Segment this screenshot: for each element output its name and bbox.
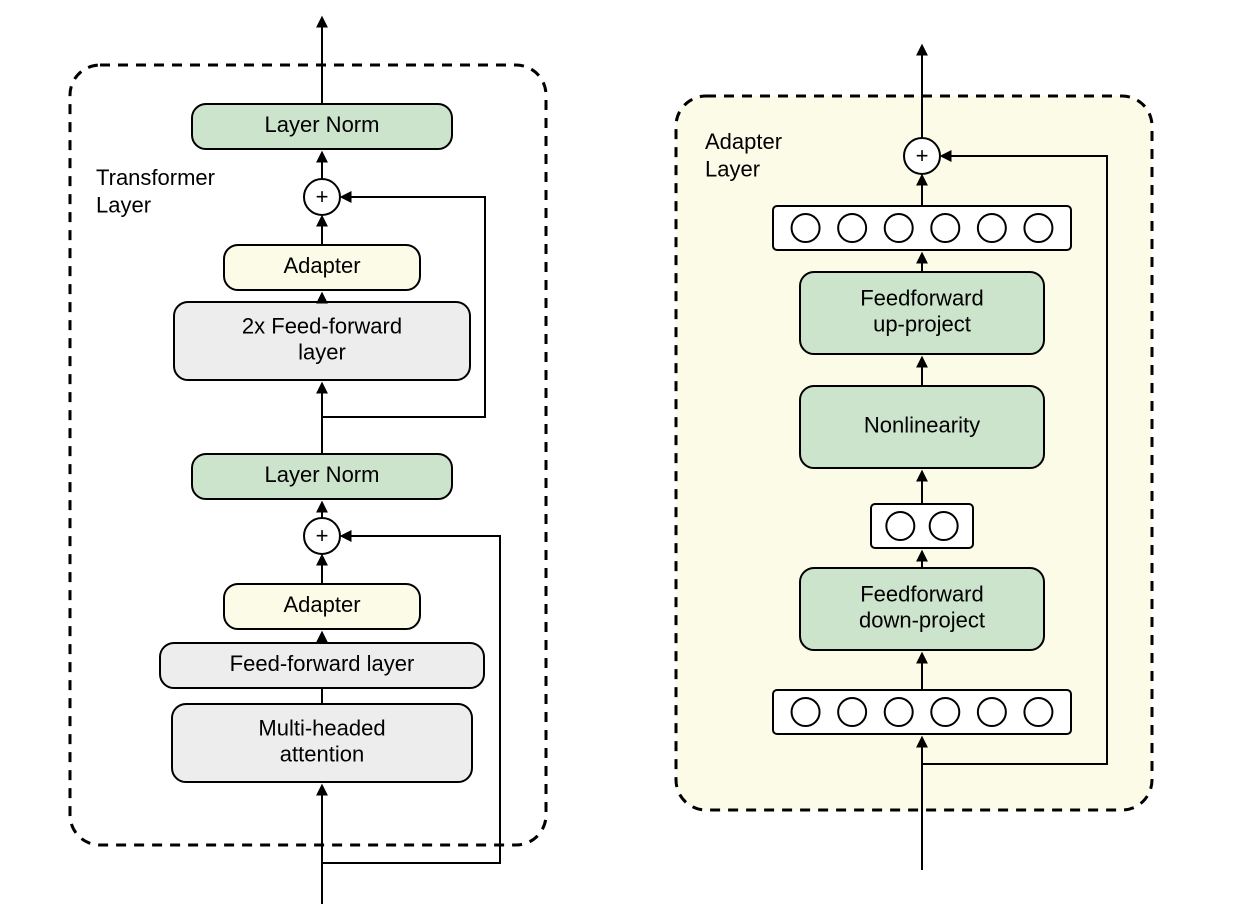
transformer-title: Transformer [96,165,215,190]
circle-row-bottom-circle [792,698,820,726]
circle-row-small-circle [886,512,914,540]
adapter-bottom-label: Adapter [283,592,360,617]
circle-row-small-circle [930,512,958,540]
circle-row-top-circle [931,214,959,242]
circle-row-bottom-circle [838,698,866,726]
circle-row-bottom-circle [978,698,1006,726]
feed-forward-2x-label: layer [298,340,346,365]
circle-row-top-circle [885,214,913,242]
circle-row-top-circle [838,214,866,242]
down-project-label: Feedforward [860,582,984,607]
circle-row-bottom-circle [1024,698,1052,726]
multi-headed-attention-label: attention [280,742,364,767]
layer-norm-mid-label: Layer Norm [265,462,380,487]
add-top-label: + [316,184,329,209]
feed-forward-2x-label: 2x Feed-forward [242,314,402,339]
circle-row-bottom-circle [931,698,959,726]
circle-row-top-circle [792,214,820,242]
circle-row-bottom-circle [885,698,913,726]
adapter-title: Layer [705,157,760,182]
down-project-label: down-project [859,608,985,633]
adapter-top-label: Adapter [283,253,360,278]
multi-headed-attention-label: Multi-headed [258,716,385,741]
up-project-label: up-project [873,312,971,337]
circle-row-top-circle [978,214,1006,242]
feed-forward-layer-label: Feed-forward layer [230,651,415,676]
layer-norm-top-label: Layer Norm [265,112,380,137]
add-right-label: + [916,143,929,168]
add-bottom-label: + [316,523,329,548]
nonlinearity-label: Nonlinearity [864,413,980,438]
transformer-title: Layer [96,193,151,218]
up-project-label: Feedforward [860,286,984,311]
circle-row-top-circle [1024,214,1052,242]
adapter-title: Adapter [705,129,782,154]
